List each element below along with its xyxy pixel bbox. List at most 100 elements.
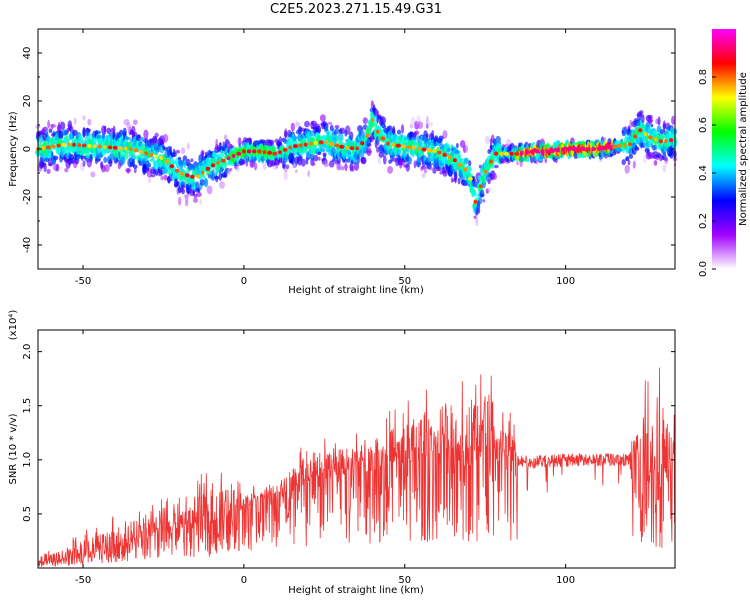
spectrogram-ridge-cell bbox=[664, 139, 668, 144]
spectrogram-cell bbox=[650, 123, 654, 128]
spectrogram-cell bbox=[236, 165, 240, 172]
spectrogram-cell bbox=[387, 166, 393, 174]
spectrogram-ridge-cell bbox=[133, 148, 139, 153]
spectrogram-cell bbox=[249, 137, 252, 142]
snr-y-tick-label: 0.5 bbox=[22, 506, 33, 522]
spectrogram-cell bbox=[87, 118, 92, 126]
spectrogram-cell bbox=[369, 121, 376, 128]
spectrogram-cell bbox=[351, 165, 355, 172]
spectrogram-ridge-cell bbox=[303, 142, 308, 147]
colorbar-tick-label: 0.6 bbox=[698, 117, 709, 133]
spectrogram-cell bbox=[366, 143, 372, 147]
spectrogram-cell bbox=[190, 158, 194, 162]
spectrogram-cell bbox=[349, 131, 354, 141]
spectrogram-cell bbox=[315, 132, 321, 137]
spectrogram-ridge-cell bbox=[638, 128, 643, 133]
spectrogram-cell bbox=[416, 155, 420, 164]
spectrogram-cell bbox=[492, 173, 497, 180]
spectrogram-cell bbox=[653, 160, 658, 166]
spectrogram-cell bbox=[285, 164, 290, 169]
spectrogram-ridge-cell bbox=[51, 144, 56, 149]
spectrogram-ridge-cell bbox=[386, 141, 390, 146]
spectrogram-cell bbox=[360, 126, 364, 135]
spectrogram-cell bbox=[421, 173, 426, 178]
spectrogram-ridge-cell bbox=[113, 145, 118, 150]
spectrogram-cell bbox=[162, 133, 169, 143]
colorbar-tick-label: 0.4 bbox=[698, 165, 709, 181]
spectrogram-cell bbox=[125, 168, 132, 173]
spectrogram-ticks: -50 0 50 100 -40 -20 0 20 40 bbox=[22, 28, 675, 287]
spectrogram-cell bbox=[292, 164, 297, 168]
spectrogram-cell bbox=[318, 156, 321, 161]
spectrogram-ridge-cell bbox=[447, 155, 452, 160]
spectrogram-cell bbox=[77, 136, 84, 143]
spectrogram-cell bbox=[313, 154, 319, 162]
spectrogram-cell bbox=[104, 125, 107, 135]
spectrogram-x-axis-label: Height of straight line (km) bbox=[288, 285, 424, 296]
spectrogram-ridge-cell bbox=[72, 142, 76, 147]
spectrogram-cell bbox=[178, 156, 182, 160]
spectrogram-cell bbox=[664, 156, 668, 162]
snr-x-tick-label: 0 bbox=[241, 575, 247, 586]
spectrogram-cell bbox=[662, 163, 667, 173]
spectrogram-cell bbox=[354, 161, 359, 171]
spectrogram-cell bbox=[260, 156, 266, 162]
spectrogram-ridge-cell bbox=[278, 150, 282, 155]
spectrogram-ridge-cell bbox=[581, 147, 587, 151]
snr-series-line bbox=[38, 367, 675, 568]
colorbar: 0.0 0.2 0.4 0.6 0.8 Normalized spectral ampl… bbox=[698, 29, 749, 277]
spectrogram-panel: -50 0 50 100 -40 -20 0 20 40 Height of straight … bbox=[8, 28, 678, 296]
spectrogram-cell bbox=[457, 177, 461, 185]
spectrogram-cell bbox=[407, 156, 412, 165]
spectrogram-cell bbox=[60, 121, 66, 131]
snr-x-tick-label: -50 bbox=[75, 575, 91, 586]
spectrogram-ridge-cell bbox=[256, 149, 262, 154]
spectrogram-ridge-cell bbox=[87, 143, 92, 148]
spectrogram-ridge-cell bbox=[267, 150, 272, 155]
spectrogram-cell bbox=[125, 136, 131, 141]
spectrogram-ridge-cell bbox=[45, 145, 51, 150]
spectrogram-cell bbox=[409, 124, 414, 129]
spectrogram-ridge-cell bbox=[514, 151, 520, 156]
spectrogram-cell bbox=[477, 207, 481, 214]
spectrogram-ridge-cell bbox=[540, 149, 545, 154]
spectrogram-cell bbox=[172, 148, 176, 158]
spectrogram-cell bbox=[155, 171, 159, 176]
spectrogram-cell bbox=[192, 189, 195, 196]
spectrogram-y-tick-label: -20 bbox=[22, 189, 33, 205]
spectrogram-cell bbox=[190, 164, 194, 169]
spectrogram-ridge-cell bbox=[216, 160, 220, 165]
spectrogram-ridge-cell bbox=[601, 146, 607, 150]
spectrogram-cell bbox=[206, 185, 213, 195]
spectrogram-cell bbox=[199, 198, 202, 205]
spectrogram-ridge-cell bbox=[658, 139, 664, 144]
spectrogram-cell bbox=[262, 162, 267, 171]
spectrogram-cell bbox=[295, 122, 301, 127]
spectrogram-ridge-cell bbox=[190, 174, 195, 179]
spectrogram-cell bbox=[632, 160, 636, 169]
spectrogram-cell bbox=[357, 153, 360, 159]
spectrogram-ridge-cell bbox=[545, 149, 550, 154]
spectrogram-cell bbox=[621, 159, 626, 166]
spectrogram-ridge-cell bbox=[77, 143, 82, 148]
spectrogram-cell bbox=[131, 125, 136, 135]
spectrogram-ridge-cell bbox=[179, 171, 185, 176]
chart-title: C2E5.2023.271.15.49.G31 bbox=[270, 2, 442, 17]
spectrogram-cell bbox=[335, 162, 342, 171]
spectrogram-cell bbox=[269, 139, 275, 144]
spectrogram-cell bbox=[219, 181, 225, 189]
spectrogram-ridge-cell bbox=[169, 164, 175, 169]
spectrogram-cell bbox=[602, 137, 607, 142]
spectrogram-cell bbox=[103, 156, 108, 163]
spectrogram-cell bbox=[478, 197, 483, 205]
spectrogram-cell bbox=[657, 116, 661, 126]
spectrogram-ridge-cell bbox=[92, 144, 97, 149]
spectrogram-ridge-cell bbox=[282, 147, 288, 152]
spectrogram-cell bbox=[413, 160, 417, 169]
spectrogram-y-tick-label: 40 bbox=[22, 47, 33, 60]
spectrogram-cell bbox=[344, 125, 351, 135]
spectrogram-cell bbox=[335, 136, 339, 141]
spectrogram-cell bbox=[89, 154, 93, 163]
spectrogram-cell bbox=[181, 188, 186, 195]
spectrogram-cell bbox=[219, 149, 225, 158]
